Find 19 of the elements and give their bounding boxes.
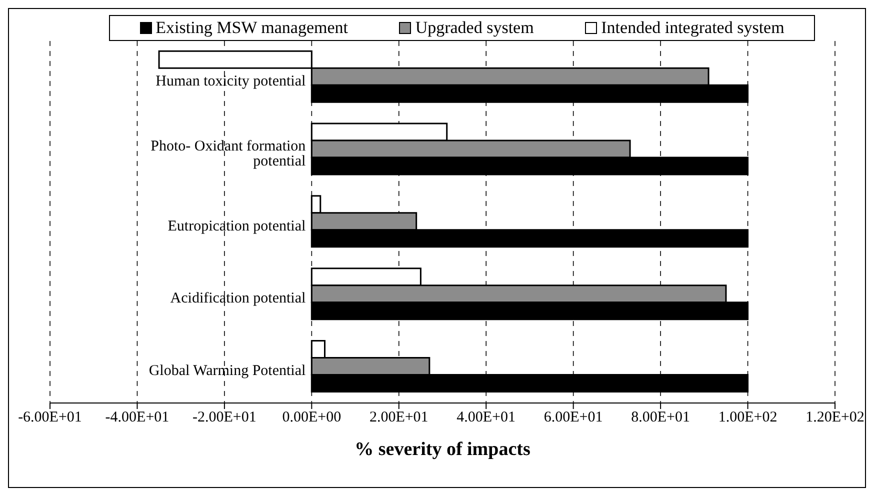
x-tick-label: 6.00E+01 — [544, 410, 603, 426]
x-tick-label: 2.00E+01 — [369, 410, 428, 426]
legend-label: Upgraded system — [414, 18, 534, 38]
x-tick-label: 1.20E+02 — [806, 410, 864, 426]
x-axis-title: % severity of impacts — [354, 439, 530, 460]
x-tick-label: 1.00E+02 — [718, 410, 778, 426]
legend-label: Existing MSW management — [154, 18, 348, 38]
y-tick-label: Acidification potential — [170, 290, 306, 307]
y-tick-label: Eutropication potential — [168, 218, 306, 234]
x-tick-label: -6.00E+01 — [18, 410, 82, 426]
x-tick-label: 0.00E+00 — [282, 410, 342, 426]
x-tick-label: -2.00E+01 — [192, 410, 256, 426]
y-tick-label: Human toxicity potential — [156, 74, 306, 90]
y-tick-label: Photo- Oxidant formation potential — [150, 138, 306, 170]
y-tick-label: Global Warming Potential — [148, 363, 306, 380]
x-tick-label: 4.00E+01 — [456, 410, 516, 426]
x-tick-label: 8.00E+01 — [631, 410, 690, 426]
x-tick-label: -4.00E+01 — [105, 410, 170, 426]
legend-label: Intended integrated system — [600, 18, 784, 38]
